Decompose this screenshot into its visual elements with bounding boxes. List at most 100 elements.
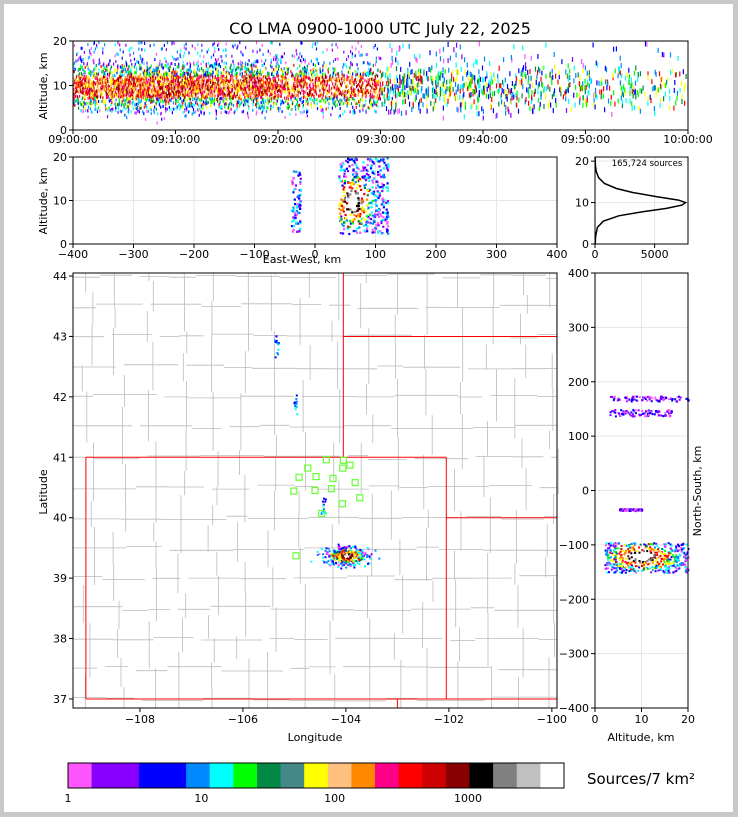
th-source-mark (288, 94, 290, 98)
th-source-mark (370, 71, 372, 75)
th-source-mark (549, 86, 551, 92)
th-source-mark (571, 57, 574, 62)
th-source-mark (82, 86, 84, 90)
th-source-mark (443, 90, 445, 96)
th-source-mark (226, 84, 229, 88)
th-source-mark (195, 71, 197, 75)
th-source-mark (173, 74, 175, 78)
th-source-mark (314, 89, 316, 93)
th-source-mark (230, 92, 232, 96)
th-source-mark (169, 92, 171, 96)
th-source-mark (482, 115, 484, 121)
th-source-mark (288, 84, 290, 88)
th-source-mark (225, 84, 227, 88)
th-source-mark (232, 96, 234, 100)
th-source-mark (337, 72, 339, 75)
th-source-mark (80, 55, 82, 59)
th-source-mark (318, 94, 320, 98)
th-source-mark (177, 83, 179, 87)
th-source-mark (255, 88, 257, 92)
th-source-mark (331, 80, 333, 84)
th-source-mark (102, 85, 104, 89)
th-source-mark (315, 82, 317, 86)
th-source-mark (262, 53, 264, 56)
th-source-mark (407, 94, 409, 100)
th-source-mark (257, 67, 259, 71)
th-source-mark (444, 93, 446, 99)
th-source-mark (346, 74, 348, 78)
th-source-mark (272, 76, 274, 80)
th-source-mark (274, 87, 276, 91)
th-source-mark (432, 106, 434, 112)
th-source-mark (109, 108, 111, 112)
th-source-mark (166, 72, 168, 76)
th-source-mark (265, 80, 267, 84)
th-source-mark (252, 96, 254, 100)
th-source-mark (334, 102, 336, 106)
th-source-mark (361, 106, 363, 110)
th-source-mark (191, 85, 193, 89)
th-source-mark (375, 81, 377, 85)
th-source-mark (87, 105, 90, 109)
th-source-mark (411, 69, 413, 75)
th-source-mark (565, 107, 568, 113)
th-source-mark (92, 83, 94, 87)
th-source-mark (100, 90, 102, 93)
th-source-mark (346, 96, 348, 100)
th-source-mark (163, 95, 165, 99)
th-source-mark (260, 83, 262, 87)
th-source-mark (319, 70, 321, 74)
th-source-mark (415, 74, 417, 80)
th-source-mark (201, 49, 203, 53)
th-source-mark (582, 95, 584, 101)
th-source-mark (478, 83, 480, 89)
th-source-mark (224, 77, 226, 81)
th-source-mark (175, 100, 177, 103)
th-source-mark (125, 102, 127, 106)
th-source-mark (238, 96, 240, 100)
th-source-mark (553, 64, 556, 70)
th-source-mark (377, 80, 379, 84)
th-source-mark (147, 71, 149, 75)
th-source-mark (226, 93, 228, 97)
th-source-mark (179, 103, 181, 107)
th-source-mark (407, 83, 409, 88)
th-source-mark (160, 92, 162, 96)
th-source-mark (136, 84, 138, 88)
th-source-mark (395, 57, 397, 63)
th-source-mark (170, 95, 173, 98)
th-source-mark (567, 88, 569, 94)
th-source-mark (274, 84, 277, 88)
th-source-mark (366, 79, 368, 83)
th-source-mark (228, 92, 230, 96)
th-source-mark (215, 60, 217, 64)
th-source-mark (419, 108, 421, 114)
th-source-mark (386, 93, 388, 98)
th-source-mark (249, 70, 252, 74)
th-source-mark (107, 95, 109, 99)
th-source-mark (405, 93, 407, 99)
th-source-mark (276, 62, 278, 66)
th-source-mark (182, 93, 184, 97)
th-source-mark (368, 78, 370, 82)
th-source-mark (397, 108, 399, 114)
th-source-mark (254, 60, 256, 64)
th-source-mark (483, 56, 486, 62)
th-source-mark (210, 80, 212, 84)
th-source-mark (198, 113, 200, 117)
th-source-mark (167, 82, 169, 85)
th-source-mark (177, 75, 179, 79)
th-source-mark (261, 93, 263, 97)
th-source-mark (238, 82, 241, 86)
th-source-mark (263, 75, 266, 78)
th-source-mark (160, 95, 162, 98)
th-source-mark (236, 74, 238, 78)
th-source-mark (191, 104, 193, 108)
th-source-mark (325, 88, 327, 92)
th-source-mark (194, 47, 196, 50)
th-source-mark (551, 76, 553, 82)
th-source-mark (218, 42, 220, 46)
th-source-mark (183, 97, 185, 101)
th-source-mark (302, 96, 304, 99)
th-source-mark (337, 57, 339, 61)
